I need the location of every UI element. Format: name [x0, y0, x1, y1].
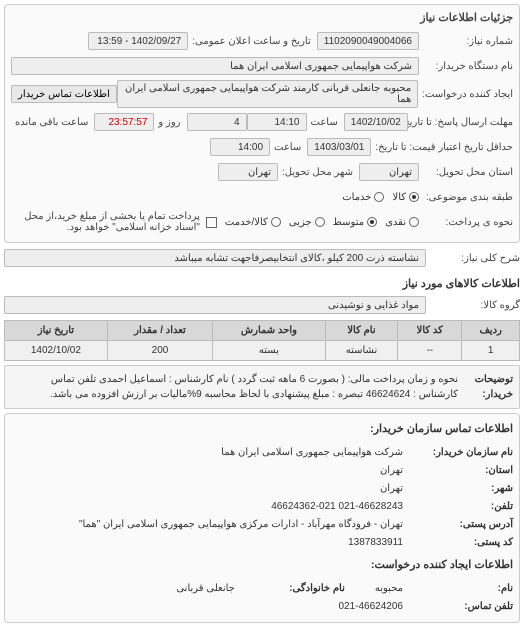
contact-city-label: شهر:	[403, 480, 513, 498]
buyer-notes-text: نحوه و زمان پرداخت مالی: ( بصورت 6 ماهه …	[11, 372, 458, 402]
td-unit: بسته	[213, 341, 326, 361]
remaining-days-label: روز و	[158, 117, 180, 128]
treasury-checkbox[interactable]	[206, 217, 217, 228]
desc-label: شرح کلی نیاز:	[430, 253, 520, 264]
buyer-org-label: نام دستگاه خریدار:	[423, 61, 513, 72]
contact-ctel: 021-46624206	[338, 598, 403, 616]
radio-kalakhedmat[interactable]: کالا/خدمت	[225, 217, 281, 228]
city-label: شهر محل تحویل:	[282, 167, 353, 178]
radio-naghdi[interactable]: نقدی	[385, 217, 419, 228]
contact-tel: 021-46628243 46624362-021	[271, 498, 403, 516]
creator-label: ایجاد کننده درخواست:	[422, 89, 513, 100]
radio-khadamat[interactable]: خدمات	[342, 192, 384, 203]
deadline-time-label: ساعت	[311, 117, 338, 128]
req-creator-header: اطلاعات ایجاد کننده درخواست:	[11, 556, 513, 576]
need-details-panel: جزئیات اطلاعات نیاز شماره نیاز: 11020900…	[4, 4, 520, 243]
goods-table: ردیف کد کالا نام کالا واحد شمارش تعداد /…	[4, 320, 520, 361]
radio-jozi[interactable]: جزیی	[289, 217, 325, 228]
deadline-date-field: 1402/10/02	[344, 113, 408, 131]
td-date: 1402/10/02	[5, 341, 108, 361]
contact-org: شرکت هواپیمایی جمهوری اسلامی ایران هما	[221, 444, 403, 462]
category-radio-group: کالا خدمات	[342, 192, 419, 203]
row-need-desc: شرح کلی نیاز: نشاسته ذرت 200 کیلو ،کالای…	[4, 247, 520, 269]
radio-dot-icon	[271, 217, 281, 227]
validity-date-field: 1403/03/01	[307, 138, 371, 156]
th-name: نام کالا	[325, 321, 398, 341]
td-code: --	[398, 341, 462, 361]
contact-fname: محبوبه	[375, 580, 403, 598]
creator-field: محبوبه جانعلی قربانی کارمند شرکت هواپیما…	[117, 80, 418, 108]
radio-dot-icon	[374, 192, 384, 202]
th-row: ردیف	[462, 321, 520, 341]
group-label: گروه کالا:	[430, 300, 520, 311]
contact-header: اطلاعات تماس سازمان خریدار:	[11, 420, 513, 440]
announce-label: تاریخ و ساعت اعلان عمومی:	[192, 36, 311, 47]
contact-tel-label: تلفن:	[403, 498, 513, 516]
radio-dot-icon	[409, 217, 419, 227]
contact-lname: جانعلی قربانی	[176, 580, 235, 598]
buyer-notes-label: توضیحات خریدار:	[458, 372, 513, 402]
buyer-org-field: شرکت هواپیمایی جمهوری اسلامی ایران هما	[11, 57, 419, 75]
radio-dot-icon	[367, 217, 377, 227]
row-location: استان محل تحویل: تهران شهر محل تحویل: ته…	[11, 161, 513, 183]
announce-field: 1402/09/27 - 13:59	[88, 32, 188, 50]
th-qty: تعداد / مقدار	[107, 321, 212, 341]
payment-radio-group: نقدی متوسط جزیی کالا/خدمت	[225, 217, 419, 228]
row-deadline: مهلت ارسال پاسخ: تا تاریخ: 1402/10/02 سا…	[11, 111, 513, 133]
contact-city: تهران	[380, 480, 403, 498]
city-field: تهران	[218, 163, 278, 181]
contact-org-label: نام سازمان خریدار:	[403, 444, 513, 462]
desc-field: نشاسته ذرت 200 کیلو ،کالای انتخابیصرفاجه…	[4, 249, 426, 267]
buyer-contact-button[interactable]: اطلاعات تماس خریدار	[11, 85, 117, 103]
td-qty: 200	[107, 341, 212, 361]
contact-prov-label: استان:	[403, 462, 513, 480]
row-validity: حداقل تاریخ اعتبار قیمت: تا تاریخ: 1403/…	[11, 136, 513, 158]
contact-ctel-label: تلفن تماس:	[403, 598, 513, 616]
remaining-label: ساعت باقی مانده	[15, 117, 88, 128]
row-req-number: شماره نیاز: 1102090049004066 تاریخ و ساع…	[11, 30, 513, 52]
radio-dot-icon	[409, 192, 419, 202]
table-header-row: ردیف کد کالا نام کالا واحد شمارش تعداد /…	[5, 321, 520, 341]
th-code: کد کالا	[398, 321, 462, 341]
group-field: مواد غذایی و نوشیدنی	[4, 296, 426, 314]
province-field: تهران	[359, 163, 419, 181]
row-creator: ایجاد کننده درخواست: محبوبه جانعلی قربان…	[11, 80, 513, 108]
contact-prov: تهران	[380, 462, 403, 480]
partial-label: نحوه ی پرداخت:	[423, 217, 513, 228]
contact-block: اطلاعات تماس سازمان خریدار: نام سازمان خ…	[4, 413, 520, 623]
contact-fname-label: نام:	[403, 580, 513, 598]
remaining-time-field: 23:57:57	[94, 113, 154, 131]
contact-lname-label: نام خانوادگی:	[235, 580, 345, 598]
row-category: طبقه بندی موضوعی: کالا خدمات	[11, 186, 513, 208]
req-number-label: شماره نیاز:	[423, 36, 513, 47]
th-date: تاریخ نیاز	[5, 321, 108, 341]
note-text: پرداخت تمام یا بخشی از مبلغ خرید،از محل …	[15, 211, 200, 233]
deadline-label: مهلت ارسال پاسخ: تا تاریخ:	[412, 117, 513, 128]
validity-time-field: 14:00	[210, 138, 270, 156]
remaining-days-field: 4	[187, 113, 247, 131]
radio-kala[interactable]: کالا	[392, 192, 419, 203]
req-number-field: 1102090049004066	[317, 32, 419, 50]
contact-addr-label: آدرس پستی:	[403, 516, 513, 534]
row-goods-group: گروه کالا: مواد غذایی و نوشیدنی	[4, 294, 520, 316]
contact-post-label: کد پستی:	[403, 534, 513, 552]
td-row: 1	[462, 341, 520, 361]
contact-addr: تهران - فرودگاه مهرآباد - ادارات مرکزی ه…	[79, 516, 403, 534]
td-name: نشاسته	[325, 341, 398, 361]
goods-section-header: اطلاعات کالاهای مورد نیاز	[4, 277, 520, 290]
validity-label: حداقل تاریخ اعتبار قیمت: تا تاریخ:	[375, 142, 513, 153]
th-unit: واحد شمارش	[213, 321, 326, 341]
pack-label: طبقه بندی موضوعی:	[423, 192, 513, 203]
radio-motavaset[interactable]: متوسط	[333, 217, 377, 228]
panel-title: جزئیات اطلاعات نیاز	[11, 11, 513, 24]
deadline-time-field: 14:10	[247, 113, 307, 131]
row-buyer-org: نام دستگاه خریدار: شرکت هواپیمایی جمهوری…	[11, 55, 513, 77]
row-payment: نحوه ی پرداخت: نقدی متوسط جزیی کالا/خدمت…	[11, 211, 513, 233]
radio-dot-icon	[315, 217, 325, 227]
buyer-notes-box: توضیحات خریدار: نحوه و زمان پرداخت مالی:…	[4, 365, 520, 409]
contact-post: 1387833911	[348, 534, 403, 552]
validity-time-label: ساعت	[274, 142, 301, 153]
province-label: استان محل تحویل:	[423, 167, 513, 178]
table-row: 1 -- نشاسته بسته 200 1402/10/02	[5, 341, 520, 361]
